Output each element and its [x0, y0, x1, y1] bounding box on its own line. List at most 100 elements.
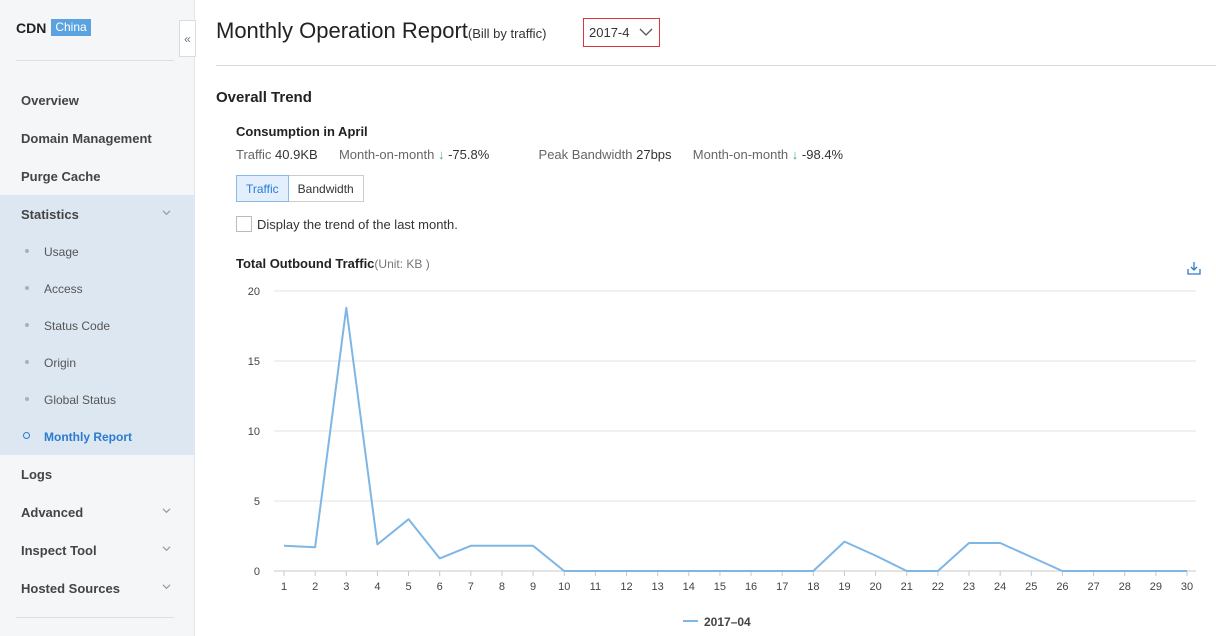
x-tick-label: 26 [1056, 581, 1068, 593]
section-title: Overall Trend [216, 89, 312, 106]
y-tick-label: 0 [254, 566, 260, 578]
peak-bandwidth-value: 27bps [636, 147, 672, 162]
sidebar-group-statistics: Statistics Usage Access Status Code Orig… [0, 195, 195, 455]
down-arrow-icon: ↓ [791, 147, 799, 162]
metric-toggle: Traffic Bandwidth [236, 175, 364, 202]
sidebar-item-label: Domain Management [21, 130, 152, 146]
bullet-icon [25, 249, 29, 253]
brand: CDN China [16, 19, 91, 36]
sidebar-nav: Overview Domain Management Purge Cache S… [0, 81, 195, 607]
x-tick-label: 9 [530, 581, 536, 593]
x-tick-label: 12 [620, 581, 632, 593]
sidebar-item-hosted-sources[interactable]: Hosted Sources [0, 569, 195, 607]
series-line [283, 306, 1187, 572]
sidebar-subitem-origin[interactable]: Origin [0, 344, 195, 381]
sidebar: CDN China Overview Domain Management Pur… [0, 0, 195, 636]
traffic-label: Traffic [236, 147, 272, 162]
sidebar-item-label: Overview [21, 92, 79, 108]
sidebar-item-overview[interactable]: Overview [0, 81, 195, 119]
y-tick-label: 5 [254, 496, 260, 508]
brand-name: CDN [16, 19, 47, 36]
header-divider [216, 65, 1216, 66]
sidebar-subitem-access[interactable]: Access [0, 270, 195, 307]
x-tick-label: 28 [1119, 581, 1131, 593]
main-content: Monthly Operation Report(Bill by traffic… [216, 0, 1216, 636]
x-tick-label: 27 [1087, 581, 1099, 593]
x-tick-label: 17 [776, 581, 788, 593]
x-tick-label: 23 [963, 581, 975, 593]
sidebar-divider-bottom [16, 617, 174, 618]
page-title: Monthly Operation Report(Bill by traffic… [216, 18, 546, 44]
x-tick-label: 18 [807, 581, 819, 593]
sidebar-item-advanced[interactable]: Advanced [0, 493, 195, 531]
x-tick-label: 3 [343, 581, 349, 593]
double-chevron-left-icon: « [184, 31, 191, 46]
chart-title: Total Outbound Traffic(Unit: KB ) [236, 256, 430, 271]
chevron-down-icon [162, 210, 171, 216]
x-tick-label: 20 [869, 581, 881, 593]
active-circle-icon [23, 432, 30, 439]
x-tick-label: 24 [994, 581, 1006, 593]
peak-bandwidth-label: Peak Bandwidth [538, 147, 633, 162]
x-tick-label: 13 [652, 581, 664, 593]
sidebar-item-statistics[interactable]: Statistics [0, 195, 195, 233]
x-tick-label: 8 [499, 581, 505, 593]
sidebar-item-label: Inspect Tool [21, 542, 97, 558]
sidebar-divider-top [16, 60, 174, 61]
bullet-icon [25, 323, 29, 327]
sidebar-item-logs[interactable]: Logs [0, 455, 195, 493]
consumption-stats: Traffic 40.9KB Month-on-month ↓ -75.8% P… [236, 147, 843, 162]
x-tick-label: 5 [405, 581, 411, 593]
page-title-text: Monthly Operation Report [216, 18, 468, 43]
sidebar-item-label: Statistics [21, 206, 79, 222]
month-select-value: 2017-4 [589, 25, 630, 40]
sidebar-subitem-status-code[interactable]: Status Code [0, 307, 195, 344]
sidebar-item-label: Logs [21, 466, 53, 482]
sidebar-subitem-label: Usage [44, 244, 79, 259]
download-icon[interactable] [1186, 260, 1202, 276]
bullet-icon [25, 286, 29, 290]
sidebar-item-domain-management[interactable]: Domain Management [0, 119, 195, 157]
x-tick-label: 15 [714, 581, 726, 593]
collapse-sidebar-button[interactable]: « [179, 20, 196, 57]
last-month-trend-label: Display the trend of the last month. [257, 216, 458, 232]
chevron-down-icon [162, 584, 171, 590]
chevron-down-icon [639, 28, 653, 36]
sidebar-item-label: Purge Cache [21, 168, 101, 184]
x-tick-label: 7 [468, 581, 474, 593]
month-select[interactable]: 2017-4 [583, 18, 660, 47]
sidebar-subitem-usage[interactable]: Usage [0, 233, 195, 270]
region-badge: China [51, 19, 91, 36]
last-month-trend-checkbox[interactable] [236, 216, 252, 232]
sidebar-item-purge-cache[interactable]: Purge Cache [0, 157, 195, 195]
sidebar-subitem-label: Access [44, 281, 83, 296]
sidebar-subitem-label: Status Code [44, 318, 111, 333]
x-tick-label: 19 [838, 581, 850, 593]
sidebar-subitem-global-status[interactable]: Global Status [0, 381, 195, 418]
sidebar-item-label: Advanced [21, 504, 84, 520]
y-tick-label: 10 [248, 426, 260, 438]
chevron-down-icon [162, 508, 171, 514]
y-tick-label: 20 [248, 286, 260, 298]
x-tick-label: 29 [1150, 581, 1162, 593]
last-month-trend-option: Display the trend of the last month. [236, 216, 458, 232]
x-tick-label: 21 [901, 581, 913, 593]
x-tick-label: 30 [1181, 581, 1193, 593]
page-subtitle: (Bill by traffic) [467, 26, 547, 41]
legend-label: 2017–04 [704, 615, 751, 629]
peak-mom-label: Month-on-month [692, 147, 789, 162]
x-tick-label: 25 [1025, 581, 1037, 593]
x-tick-label: 6 [437, 581, 443, 593]
tab-bandwidth[interactable]: Bandwidth [288, 175, 364, 202]
tab-traffic[interactable]: Traffic [236, 175, 289, 202]
sidebar-subitem-label: Origin [44, 355, 77, 370]
sidebar-subitem-label: Global Status [44, 392, 117, 407]
sidebar-item-inspect-tool[interactable]: Inspect Tool [0, 531, 195, 569]
bullet-icon [25, 397, 29, 401]
x-tick-label: 1 [281, 581, 287, 593]
sidebar-subitem-monthly-report[interactable]: Monthly Report [0, 418, 195, 455]
traffic-value: 40.9KB [275, 147, 318, 162]
peak-mom-value: -98.4% [801, 147, 844, 162]
x-tick-label: 16 [745, 581, 757, 593]
chart-unit: (Unit: KB ) [374, 257, 430, 271]
